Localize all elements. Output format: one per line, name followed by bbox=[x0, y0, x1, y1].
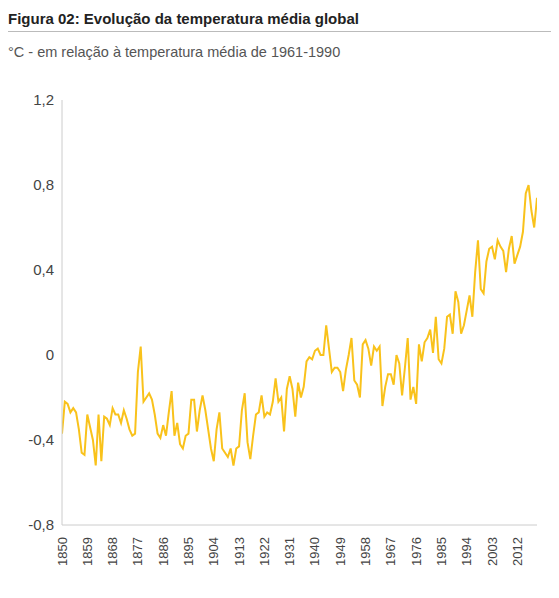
svg-text:1967: 1967 bbox=[383, 537, 398, 566]
svg-text:2003: 2003 bbox=[485, 537, 500, 566]
svg-text:1931: 1931 bbox=[282, 537, 297, 566]
svg-text:1877: 1877 bbox=[130, 537, 145, 566]
svg-text:0,4: 0,4 bbox=[33, 261, 54, 278]
svg-text:1976: 1976 bbox=[409, 537, 424, 566]
html-text:Figura 02: Evolução da tempera: Figura 02: Evolução da temperatura média… bbox=[8, 10, 359, 27]
svg-text:1904: 1904 bbox=[206, 537, 221, 566]
svg-text:-0,8: -0,8 bbox=[28, 516, 54, 533]
svg-text:1922: 1922 bbox=[257, 537, 272, 566]
svg-text:0,8: 0,8 bbox=[33, 176, 54, 193]
svg-text:1994: 1994 bbox=[459, 537, 474, 566]
html-text:°C - em relação à temperatura: °C - em relação à temperatura média de 1… bbox=[8, 44, 341, 60]
svg-text:1868: 1868 bbox=[105, 537, 120, 566]
svg-text:1958: 1958 bbox=[358, 537, 373, 566]
svg-text:1886: 1886 bbox=[156, 537, 171, 566]
svg-text:1,2: 1,2 bbox=[33, 91, 54, 108]
svg-text:2012: 2012 bbox=[510, 537, 525, 566]
svg-text:1949: 1949 bbox=[333, 537, 348, 566]
svg-text:1859: 1859 bbox=[80, 537, 95, 566]
svg-text:1895: 1895 bbox=[181, 537, 196, 566]
svg-text:0: 0 bbox=[46, 346, 54, 363]
svg-text:1940: 1940 bbox=[307, 537, 322, 566]
svg-text:1985: 1985 bbox=[434, 537, 449, 566]
svg-text:1850: 1850 bbox=[55, 537, 70, 566]
svg-text:1913: 1913 bbox=[232, 537, 247, 566]
svg-text:-0,4: -0,4 bbox=[28, 431, 54, 448]
